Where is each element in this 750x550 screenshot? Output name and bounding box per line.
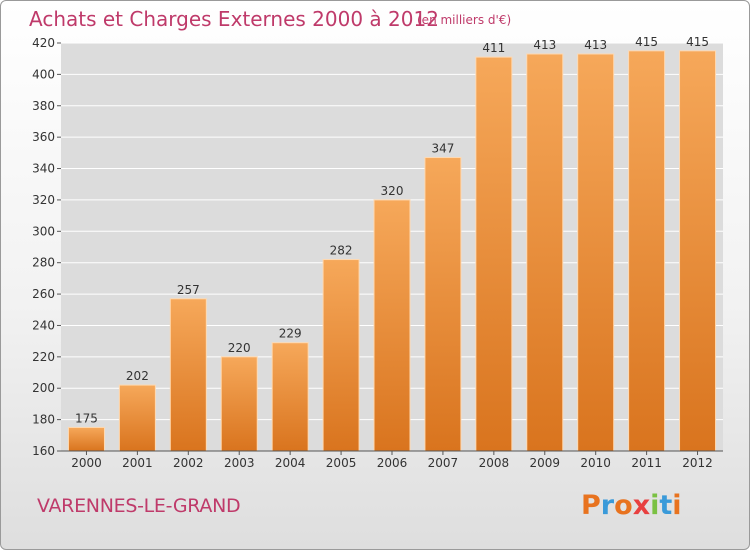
bar: [322, 259, 360, 452]
xtick-label: 2007: [428, 456, 459, 470]
bar: [526, 53, 564, 452]
bar-value-label: 413: [584, 38, 607, 52]
bar: [373, 199, 411, 452]
chart-title: Achats et Charges Externes 2000 à 2012: [29, 7, 439, 31]
bar-value-label: 415: [686, 35, 709, 49]
bar-value-label: 257: [177, 283, 200, 297]
xtick-label: 2001: [122, 456, 153, 470]
xtick-label: 2006: [377, 456, 408, 470]
logo-letter: i: [672, 490, 682, 521]
ytick-label: 280: [32, 256, 55, 270]
bar-value-label: 320: [381, 184, 404, 198]
bar-value-label: 411: [482, 41, 505, 55]
ytick-label: 200: [32, 381, 55, 395]
bar: [220, 356, 258, 452]
xtick-label: 2012: [682, 456, 713, 470]
ytick-label: 420: [32, 36, 55, 50]
bar: [679, 50, 717, 452]
bar-value-label: 175: [75, 411, 98, 425]
ytick-label: 360: [32, 130, 55, 144]
bar: [169, 298, 207, 452]
ytick-label: 340: [32, 162, 55, 176]
ytick-label: 160: [32, 444, 55, 458]
bar-value-label: 347: [431, 142, 454, 156]
ytick-label: 380: [32, 99, 55, 113]
ytick-label: 220: [32, 350, 55, 364]
ytick-label: 240: [32, 318, 55, 332]
logo-letter: t: [659, 490, 673, 521]
ytick-label: 180: [32, 413, 55, 427]
xtick-label: 2000: [71, 456, 102, 470]
xtick-label: 2009: [529, 456, 560, 470]
logo-letter: o: [614, 490, 633, 521]
xtick-label: 2011: [631, 456, 662, 470]
xtick-label: 2008: [479, 456, 510, 470]
ytick-label: 300: [32, 224, 55, 238]
bar-value-label: 413: [533, 38, 556, 52]
chart-unit-note: (en milliers d'€): [417, 13, 512, 27]
xtick-label: 2003: [224, 456, 255, 470]
place-name: VARENNES-LE-GRAND: [37, 495, 241, 517]
bar-value-label: 229: [279, 327, 302, 341]
bar: [67, 426, 105, 452]
ytick-label: 320: [32, 193, 55, 207]
bar: [577, 53, 615, 452]
bar: [628, 50, 666, 452]
bar: [271, 342, 309, 452]
xtick-label: 2002: [173, 456, 204, 470]
xtick-label: 2010: [580, 456, 611, 470]
logo-letter: P: [581, 490, 601, 521]
bar: [475, 56, 513, 452]
bar-value-label: 282: [330, 244, 353, 258]
bar-value-label: 202: [126, 369, 149, 383]
bar: [424, 157, 462, 452]
logo-letter: r: [600, 490, 615, 521]
logo-letter: x: [632, 490, 651, 521]
bar-value-label: 415: [635, 35, 658, 49]
bar: [118, 384, 156, 452]
proxiti-logo[interactable]: Proxiti: [581, 490, 682, 521]
ytick-label: 400: [32, 67, 55, 81]
ytick-label: 260: [32, 287, 55, 301]
bar-value-label: 220: [228, 341, 251, 355]
logo-letter: i: [650, 490, 660, 521]
xtick-label: 2004: [275, 456, 306, 470]
xtick-label: 2005: [326, 456, 357, 470]
